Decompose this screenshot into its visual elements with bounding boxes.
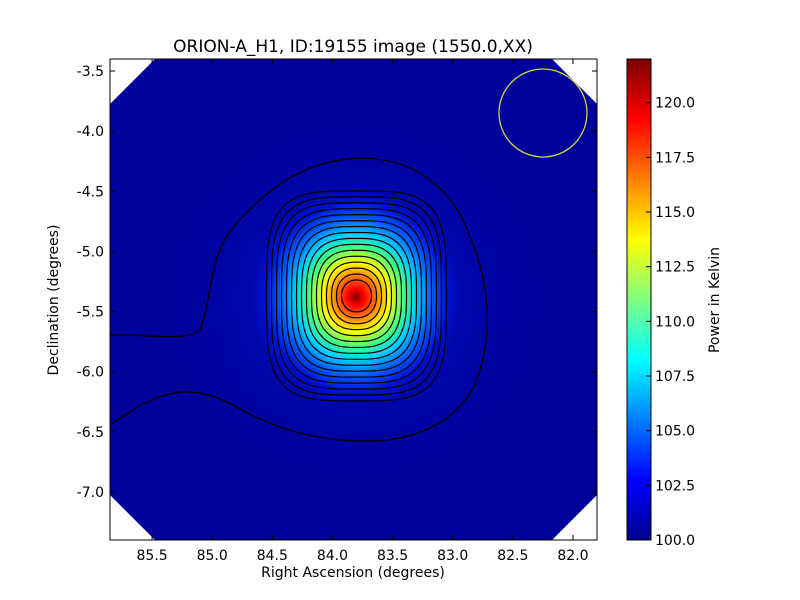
colorbar-tick-label: 110.0 [655,314,695,330]
colorbar-tick-label: 112.5 [655,260,695,276]
contour-line [265,190,448,402]
plot-frame [109,58,598,541]
contour-line [275,202,438,390]
corner-bottom-right [552,495,597,540]
colorbar-tick-label: 120.0 [655,96,695,112]
colorbar-tick-label: 115.0 [655,205,695,221]
contour-line [335,273,378,319]
contour-line [295,225,418,366]
contour-line [315,249,398,343]
y-tick-label: -4.0 [77,124,104,140]
contour-line [305,237,408,355]
y-axis: -3.5 -4.0 -4.5 -5.0 -5.5 -6.0 -6.5 -7.0 [77,64,597,501]
contour-group [265,190,448,402]
x-tick-label: 82.5 [497,548,528,564]
contour-line [330,267,383,325]
x-tick-label: 84.5 [257,548,288,564]
colorbar-tick-label: 117.5 [655,150,695,166]
contour-line [285,213,428,378]
x-axis-label: Right Ascension (degrees) [261,565,445,581]
x-tick-label: 82.0 [557,548,588,564]
x-tick-label: 85.5 [137,548,168,564]
contour-line [325,261,388,331]
y-tick-label: -7.0 [77,485,104,501]
x-tick-label: 84.0 [317,548,348,564]
x-tick-label: 85.0 [197,548,228,564]
colorbar-label: Power in Kelvin [707,247,723,353]
colorbar-tick-label: 100.0 [655,533,695,549]
x-axis: 85.5 85.0 84.5 84.0 83.5 83.0 82.5 82.0 [137,59,589,564]
contour-line [340,279,373,313]
emission-source [252,189,460,405]
y-tick-label: -4.5 [77,184,104,200]
contour-line [320,255,393,337]
chart-title: ORION-A_H1, ID:19155 image (1550.0,XX) [173,37,533,57]
contour-line [290,219,423,372]
contour-line [300,231,413,360]
y-tick-label: -5.0 [77,244,104,260]
y-tick-label: -6.5 [77,425,104,441]
y-tick-label: -5.5 [77,305,104,321]
colorbar-axis: 100.0 102.5 105.0 107.5 110.0 112.5 115.0 117.5… [646,96,695,549]
contour-line [270,196,443,396]
contour-outer [110,157,488,442]
y-tick-label: -6.0 [77,365,104,381]
contour-line [310,243,403,349]
colorbar-tick-label: 107.5 [655,369,695,385]
colorbar-tick-label: 105.0 [655,424,695,440]
colorbar-tick-label: 102.5 [655,478,695,494]
x-tick-label: 83.0 [437,548,468,564]
x-tick-label: 83.5 [377,548,408,564]
corner-bottom-left [110,495,155,540]
y-tick-label: -3.5 [77,64,104,80]
corner-top-left [110,59,155,104]
contour-line [280,208,433,384]
beam-circle [498,68,588,158]
plot-area [110,59,597,540]
y-axis-label: Declination (degrees) [46,225,62,376]
colorbar [626,58,652,541]
